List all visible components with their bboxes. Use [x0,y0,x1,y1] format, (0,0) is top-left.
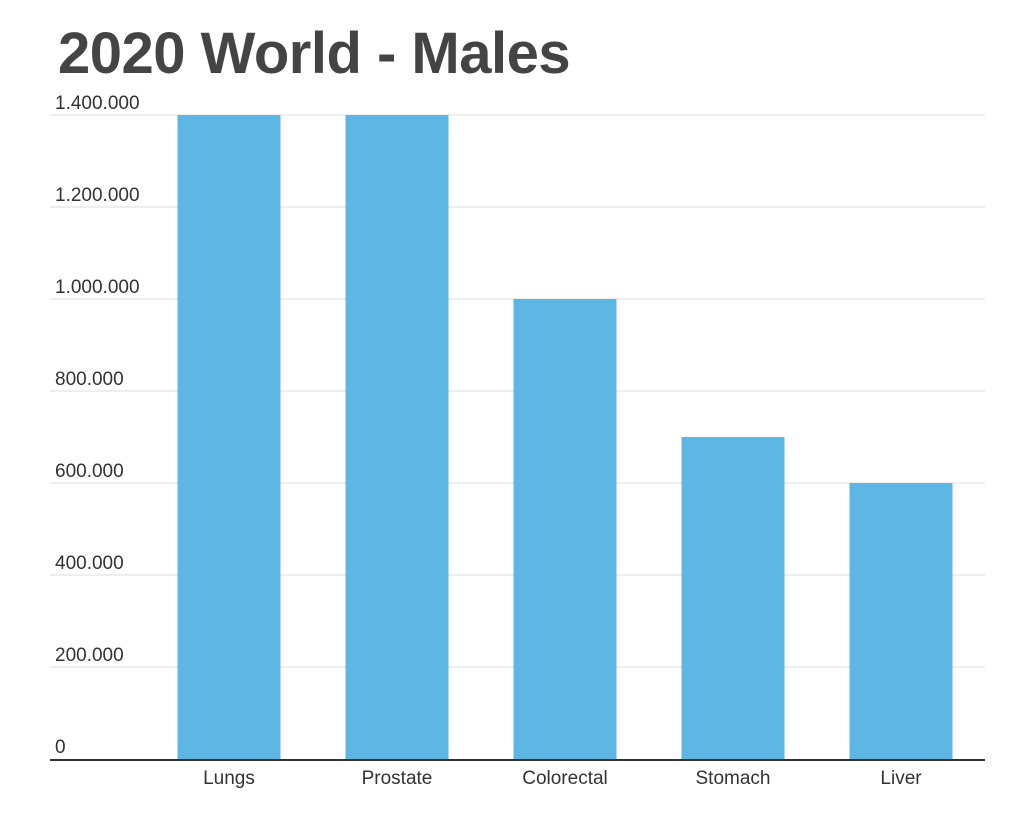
chart-title: 2020 World - Males [58,21,571,86]
y-tick-label: 600.000 [55,461,124,482]
y-tick-label: 0 [55,737,66,758]
x-tick-label: Prostate [362,768,433,789]
y-tick-label: 1.000.000 [55,277,140,298]
y-tick-label: 200.000 [55,645,124,666]
x-tick-label: Colorectal [522,768,608,789]
y-axis-tick-labels: 0 200.000 400.000 600.000 800.000 1.000.000 1.… [55,93,140,758]
bar-lungs [177,115,281,759]
x-tick-label: Liver [880,768,922,789]
y-tick-label: 1.200.000 [55,185,140,206]
x-axis-tick-labels: Lungs Prostate Colorectal Stomach Liver [203,768,922,789]
bar-liver [849,483,953,759]
bar-colorectal [513,299,617,759]
x-tick-label: Stomach [696,768,771,789]
bar-stomach [681,437,785,759]
y-tick-label: 800.000 [55,369,124,390]
x-tick-label: Lungs [203,768,255,789]
bar-prostate [345,115,449,759]
bars [177,115,953,759]
y-tick-label: 1.400.000 [55,93,140,114]
y-tick-label: 400.000 [55,553,124,574]
